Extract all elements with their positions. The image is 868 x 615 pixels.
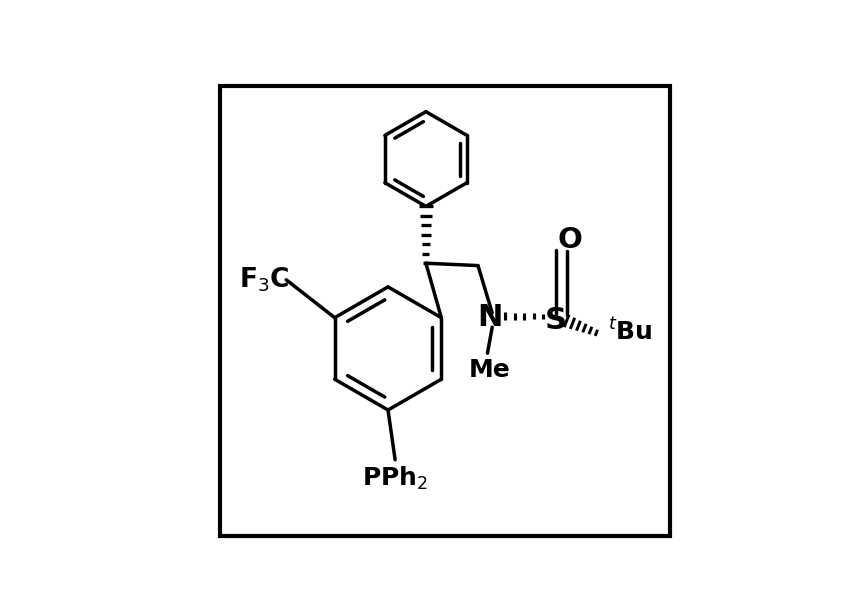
Text: PPh$_2$: PPh$_2$ xyxy=(362,465,428,492)
Text: Me: Me xyxy=(469,358,510,382)
Text: S: S xyxy=(545,306,567,335)
Text: O: O xyxy=(558,226,582,253)
Text: $^t$Bu: $^t$Bu xyxy=(608,319,653,345)
Text: N: N xyxy=(477,303,503,332)
Text: F$_3$C: F$_3$C xyxy=(239,266,289,294)
